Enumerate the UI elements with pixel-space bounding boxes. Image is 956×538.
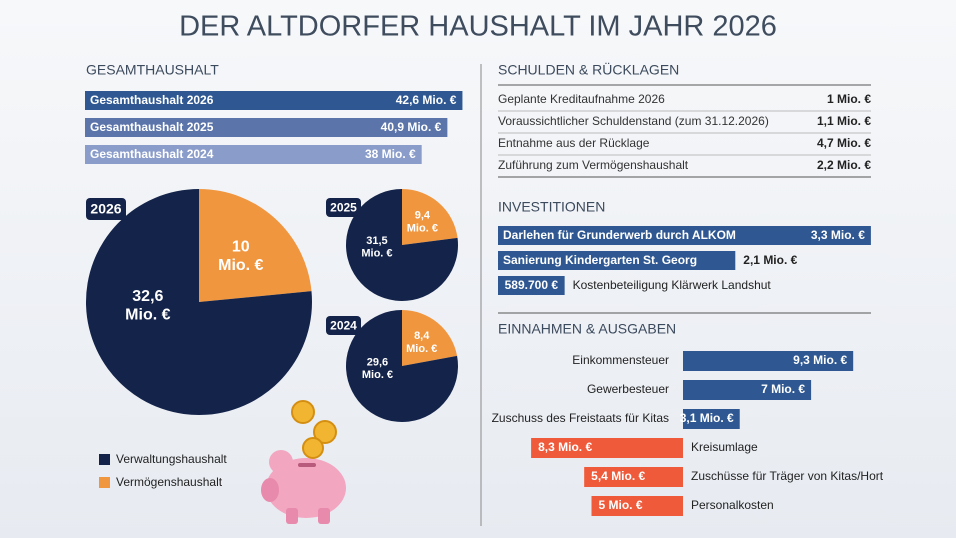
year-tab [326,198,361,217]
pig-leg [318,508,330,524]
pie-value-label: 32,6 [132,288,163,305]
pie-slice [346,310,458,422]
pie-slice [346,189,458,301]
bar-label: Gesamthaushalt 2025 [90,120,214,134]
pie-slice [86,189,313,415]
bar [85,91,463,110]
bar-label: Gesamthaushalt 2024 [90,147,214,161]
legend-swatch [99,477,110,488]
pie-unit-label: Mio. € [406,343,437,355]
section-heading: GESAMTHAUSHALT [86,62,219,78]
bar-label: Kreisumlage [691,440,758,454]
bar-value: 2,1 Mio. € [743,253,797,267]
bar [498,251,736,270]
bar-label: Zuschuss des Freistaats für Kitas [492,411,669,425]
pie-unit-label: Mio. € [218,257,263,274]
pie-unit-label: Mio. € [125,307,170,324]
bar-value: 7 Mio. € [761,382,805,396]
year-label: 2024 [330,319,357,333]
bar-value: 3,1 Mio. € [680,411,734,425]
bar-label: Kostenbeteiligung Klärwerk Landshut [573,278,772,292]
row-label: Entnahme aus der Rücklage [498,136,650,150]
row-label: Voraussichtlicher Schuldenstand (zum 31.… [498,114,769,128]
bar-value: 40,9 Mio. € [381,120,442,134]
year-label: 2025 [330,201,357,215]
bar-value: 5 Mio. € [599,498,643,512]
row-label: Zuführung zum Vermögenshaushalt [498,158,689,172]
bar [531,438,683,458]
coin [302,437,324,459]
coin [291,400,315,424]
pie-unit-label: Mio. € [407,222,438,234]
bar-label: Gesamthaushalt 2026 [90,93,214,107]
bar-value: 38 Mio. € [365,147,416,161]
bar-value: 42,6 Mio. € [396,93,457,107]
pie-slice [402,310,458,366]
pig-leg [286,508,298,524]
pie-value-label: 8,4 [414,330,430,342]
legend-swatch [99,454,110,465]
row-value: 1,1 Mio. € [817,114,871,128]
pig-ear [269,450,293,474]
pie-value-label: 10 [232,238,250,255]
year-label: 2026 [90,201,121,217]
pig-snout [261,478,279,502]
bar-label: Personalkosten [691,498,774,512]
pie-slice [199,189,312,302]
bar [683,409,740,429]
pig-slot [298,463,316,467]
bar-value: 8,3 Mio. € [538,440,592,454]
bar-value: 9,3 Mio. € [793,353,847,367]
pie-slice [402,189,458,245]
bar [85,118,448,137]
bar-label: Zuschüsse für Träger von Kitas/Hort [691,469,884,483]
bar [498,226,871,245]
bar-value: 5,4 Mio. € [591,469,645,483]
pie-value-label: 9,4 [415,210,431,222]
year-tab [326,316,361,335]
legend-label: Vermögenshaushalt [116,475,223,489]
bar [584,467,683,487]
bar-label: Sanierung Kindergarten St. Georg [503,253,697,267]
pie-unit-label: Mio. € [362,369,393,381]
bar [85,145,422,164]
legend-label: Verwaltungshaushalt [116,452,227,466]
bar-label: Darlehen für Grunderwerb durch ALKOM [503,228,736,242]
bar-label: Gewerbesteuer [587,382,669,396]
bar [591,496,683,516]
bar [683,380,812,400]
bar-label: Einkommensteuer [572,353,669,367]
row-value: 2,2 Mio. € [817,158,871,172]
coin [313,420,337,444]
pie-value-label: 31,5 [366,235,387,247]
row-value: 4,7 Mio. € [817,136,871,150]
year-tab [86,198,126,220]
bar-value: 589.700 € [505,278,559,292]
section-heading: INVESTITIONEN [498,199,605,215]
pie-unit-label: Mio. € [361,248,392,260]
pie-value-label: 29,6 [367,356,388,368]
bar-value: 3,3 Mio. € [811,228,865,242]
section-heading: SCHULDEN & RÜCKLAGEN [498,61,679,78]
bar [498,276,565,295]
title: DER ALTDORFER HAUSHALT IM JAHR 2026 [179,11,777,43]
section-heading: EINNAHMEN & AUSGABEN [498,321,676,337]
bar [683,351,854,371]
row-label: Geplante Kreditaufnahme 2026 [498,92,665,106]
piggy-bank [261,400,346,524]
row-value: 1 Mio. € [827,92,871,106]
pig-body [266,458,346,518]
